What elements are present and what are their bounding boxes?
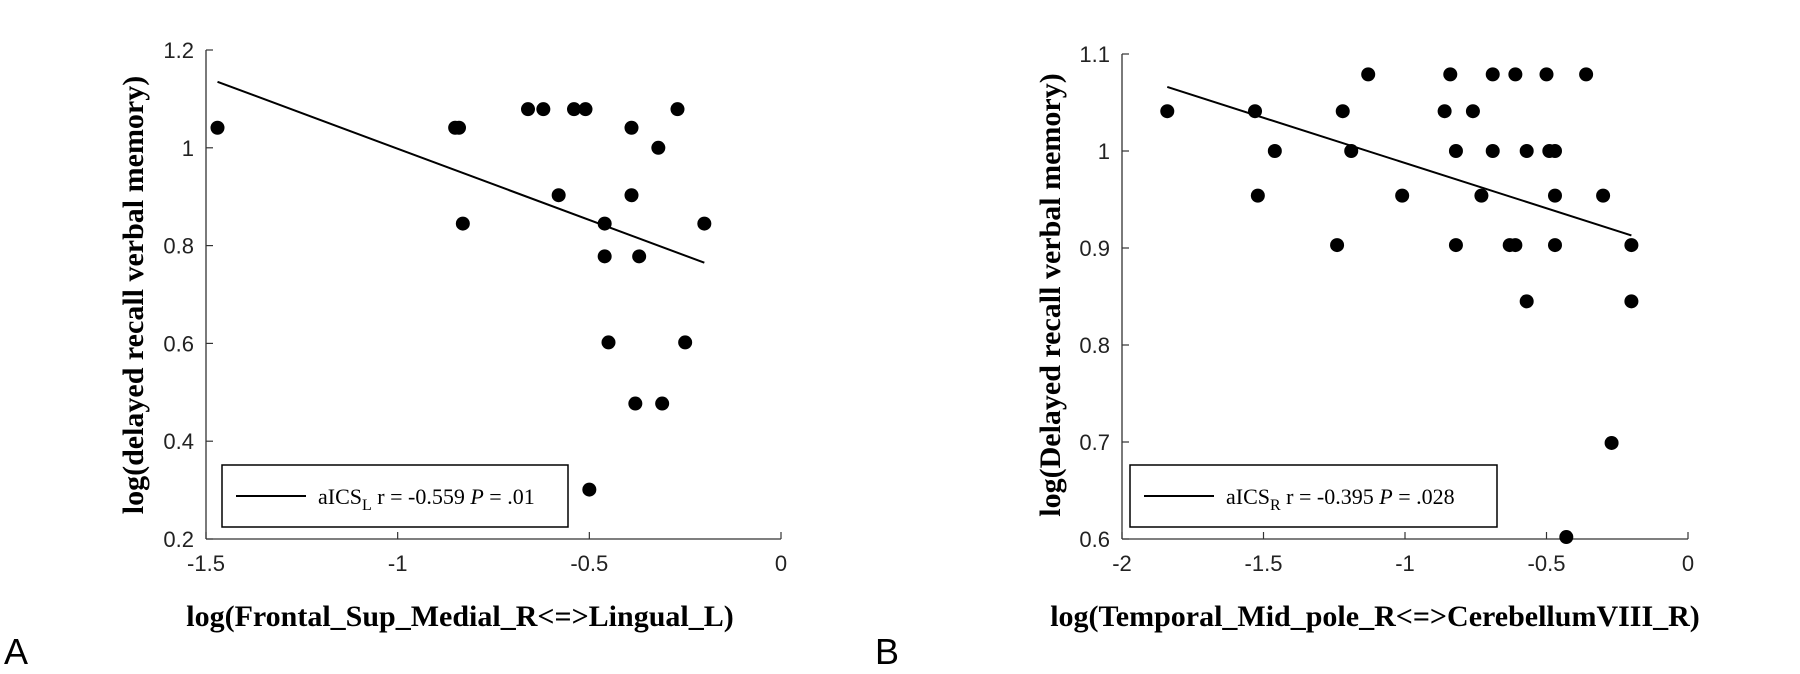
y-axis-label: log(Delayed recall verbal memory) bbox=[1034, 73, 1067, 516]
data-point bbox=[551, 188, 566, 203]
y-tick-label: 0.6 bbox=[163, 331, 194, 356]
data-point bbox=[1539, 67, 1554, 82]
legend-prefix: aICS bbox=[318, 484, 362, 509]
x-tick-label: -1 bbox=[388, 551, 408, 576]
x-tick-label: 0 bbox=[775, 551, 787, 576]
panel-a-chart: -1.5 -1 -0.5 0 0.2 0.4 0.6 0.8 1 1.2 log(Frontal_S… bbox=[117, 38, 787, 633]
data-point bbox=[1443, 67, 1458, 82]
panel-b-chart: -2 -1.5 -1 -0.5 0 0.6 0.7 0.8 0.9 1 1.1 log(Tempora… bbox=[1034, 42, 1700, 633]
data-point bbox=[1559, 530, 1574, 545]
data-point bbox=[1395, 188, 1410, 203]
data-point bbox=[697, 216, 712, 231]
y-axis-label: log(delayed recall verbal memory) bbox=[117, 76, 150, 515]
y-tick-label: 0.2 bbox=[163, 527, 194, 552]
legend-stat: r = -0.559 bbox=[372, 484, 471, 509]
data-point bbox=[1624, 238, 1639, 253]
data-point bbox=[678, 335, 693, 350]
data-point bbox=[578, 102, 593, 117]
data-point bbox=[597, 249, 612, 264]
data-point bbox=[655, 396, 670, 411]
data-point bbox=[632, 249, 647, 264]
data-point bbox=[1330, 238, 1345, 253]
data-point bbox=[1508, 67, 1523, 82]
x-axis-label: log(Frontal_Sup_Medial_R<=>Lingual_L) bbox=[186, 600, 733, 633]
data-point bbox=[1519, 294, 1534, 309]
y-tick-label: 0.7 bbox=[1079, 430, 1110, 455]
data-point bbox=[1596, 188, 1611, 203]
regression-line bbox=[217, 80, 705, 264]
data-point bbox=[624, 188, 639, 203]
x-tick-label: -1.5 bbox=[187, 551, 225, 576]
legend-prefix: aICS bbox=[1226, 484, 1270, 509]
data-point bbox=[1604, 435, 1619, 450]
data-point bbox=[1344, 144, 1359, 158]
data-point bbox=[567, 102, 581, 117]
legend-p-label: P bbox=[469, 484, 483, 509]
x-tick-label: -0.5 bbox=[570, 551, 608, 576]
y-tick-label: 0.6 bbox=[1079, 527, 1110, 552]
data-point bbox=[1547, 144, 1562, 158]
legend-p-value: = .01 bbox=[484, 484, 535, 509]
data-point bbox=[1519, 144, 1534, 158]
y-tick-label: 1 bbox=[182, 136, 194, 161]
data-point bbox=[628, 396, 643, 411]
x-tick-label: -0.5 bbox=[1528, 551, 1566, 576]
panel-a-letter: A bbox=[4, 631, 28, 672]
data-point bbox=[1474, 188, 1489, 203]
data-point bbox=[1448, 144, 1463, 158]
data-point bbox=[1465, 104, 1480, 119]
legend-stat: r = -0.395 bbox=[1281, 484, 1380, 509]
legend-p-value: = .028 bbox=[1393, 484, 1455, 509]
data-point bbox=[582, 482, 597, 497]
data-point bbox=[1160, 104, 1175, 119]
y-tick-label: 1 bbox=[1098, 139, 1110, 164]
data-point bbox=[1335, 104, 1350, 119]
y-tick-label: 0.4 bbox=[163, 429, 194, 454]
data-point bbox=[597, 216, 612, 231]
data-point bbox=[651, 140, 666, 155]
x-tick-label: -2 bbox=[1112, 551, 1132, 576]
data-point bbox=[1485, 67, 1500, 82]
data-point bbox=[1267, 144, 1282, 158]
x-tick-label: -1.5 bbox=[1245, 551, 1283, 576]
legend-subscript: R bbox=[1270, 497, 1281, 514]
regression-line bbox=[1166, 86, 1632, 237]
data-point bbox=[1547, 238, 1562, 253]
data-point bbox=[536, 102, 551, 117]
data-point bbox=[1250, 188, 1265, 203]
x-tick-label: -1 bbox=[1395, 551, 1415, 576]
data-point bbox=[452, 120, 466, 135]
y-tick-label: 1.1 bbox=[1079, 42, 1110, 67]
data-point bbox=[1485, 144, 1500, 158]
x-axis-label: log(Temporal_Mid_pole_R<=>CerebellumVIII… bbox=[1050, 600, 1700, 633]
y-tick-label: 1.2 bbox=[163, 38, 194, 63]
legend-subscript: L bbox=[362, 497, 372, 514]
data-point bbox=[1361, 67, 1376, 82]
data-point bbox=[210, 120, 225, 135]
y-tick-label: 0.9 bbox=[1079, 236, 1110, 261]
data-point bbox=[1448, 238, 1463, 253]
data-point bbox=[601, 335, 616, 350]
data-point bbox=[1248, 104, 1263, 119]
legend-label: aICSL r = -0.559 P = .01 bbox=[318, 484, 535, 514]
data-point bbox=[1508, 238, 1523, 253]
data-point bbox=[1579, 67, 1594, 82]
data-point bbox=[624, 120, 639, 135]
legend-label: aICSR r = -0.395 P = .028 bbox=[1226, 484, 1455, 514]
x-tick-label: 0 bbox=[1682, 551, 1694, 576]
data-point bbox=[670, 102, 685, 117]
data-point bbox=[455, 216, 470, 231]
legend-p-label: P bbox=[1378, 484, 1392, 509]
y-tick-label: 0.8 bbox=[1079, 333, 1110, 358]
data-point bbox=[521, 102, 535, 117]
y-tick-label: 0.8 bbox=[163, 234, 194, 259]
data-point bbox=[1624, 294, 1639, 309]
data-point bbox=[1437, 104, 1452, 119]
data-point bbox=[1547, 188, 1562, 203]
panel-b-letter: B bbox=[875, 631, 899, 672]
